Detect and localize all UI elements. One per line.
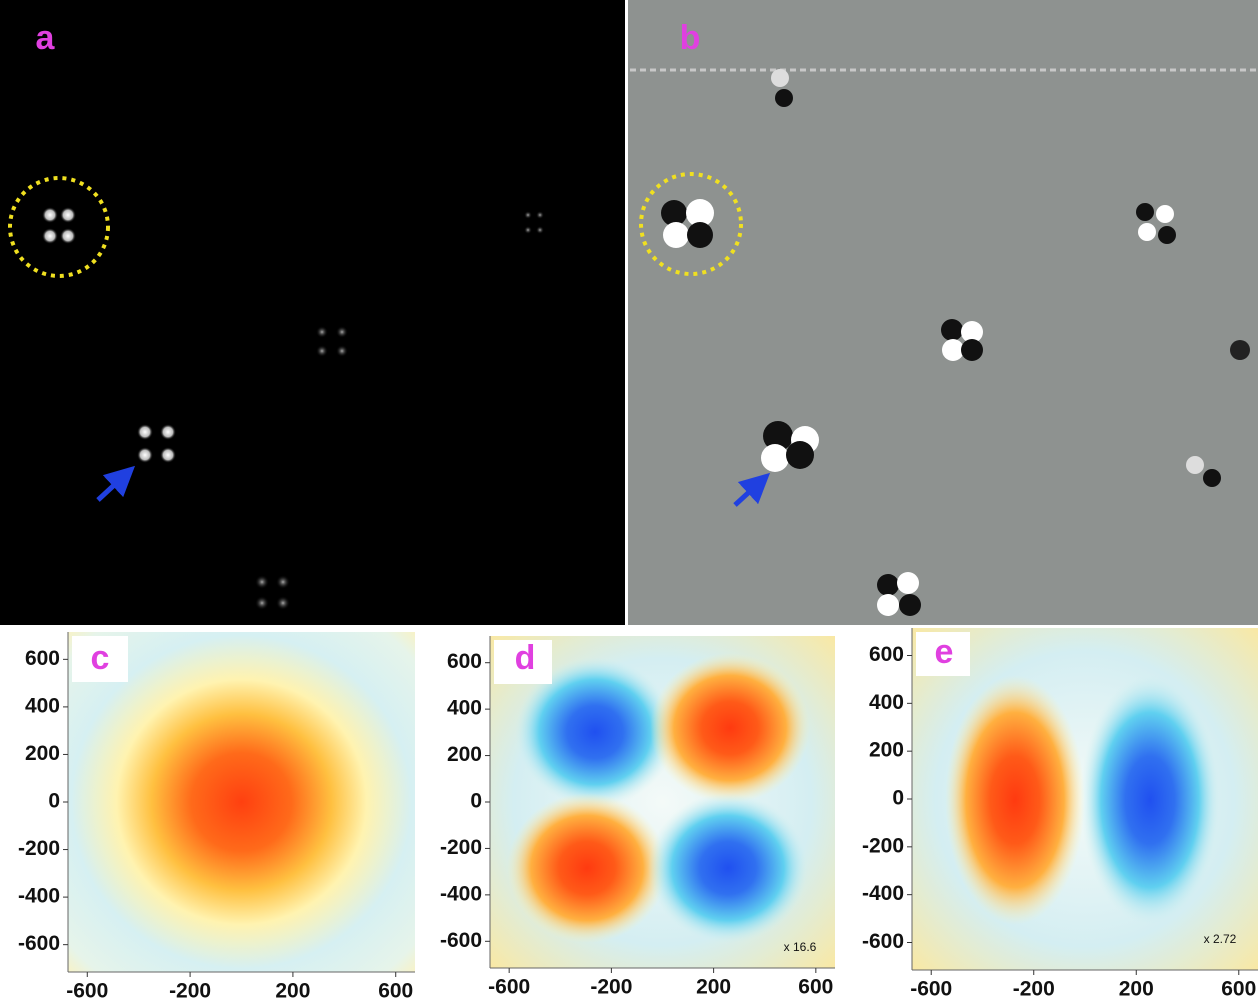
x-tick-label: 200	[1119, 978, 1154, 1001]
panel-b	[628, 0, 1258, 625]
y-tick-label: -200	[440, 836, 482, 859]
y-tick-label: 400	[869, 691, 904, 714]
panel-label: e	[935, 633, 954, 671]
label-box	[916, 632, 970, 676]
x-tick-label: -200	[169, 980, 211, 1003]
heatmap-e	[912, 628, 1258, 970]
heatmap-c	[68, 632, 415, 972]
panel-a	[0, 0, 625, 625]
x-tick-label: 200	[275, 980, 310, 1003]
panel-label: d	[515, 639, 536, 677]
y-tick-label: -600	[862, 930, 904, 953]
y-tick-label: -600	[440, 929, 482, 952]
x-tick-label: -600	[488, 976, 530, 999]
label-box	[494, 640, 552, 684]
y-tick-label: -600	[18, 932, 60, 955]
y-tick-label: -400	[862, 882, 904, 905]
x-tick-label: -600	[66, 980, 108, 1003]
x-tick-label: -600	[910, 978, 952, 1001]
y-tick-label: -200	[18, 837, 60, 860]
panel-label: a	[36, 19, 56, 57]
panel-label: b	[680, 19, 701, 57]
panel-label: c	[91, 639, 110, 677]
label-box	[72, 636, 128, 682]
y-tick-label: -400	[18, 885, 60, 908]
scale-note: x 16.6	[784, 940, 817, 954]
x-tick-label: 600	[798, 976, 833, 999]
y-tick-label: 200	[869, 739, 904, 762]
x-tick-label: -200	[1013, 978, 1055, 1001]
y-tick-label: 200	[25, 742, 60, 765]
y-tick-label: 0	[470, 790, 482, 813]
x-tick-label: -200	[590, 976, 632, 999]
y-tick-label: 600	[869, 643, 904, 666]
y-tick-label: -400	[440, 882, 482, 905]
y-tick-label: -200	[862, 834, 904, 857]
scale-note: x 2.72	[1204, 932, 1237, 946]
y-tick-label: 400	[447, 697, 482, 720]
y-tick-label: 400	[25, 694, 60, 717]
y-tick-label: 600	[25, 647, 60, 670]
y-tick-label: 600	[447, 650, 482, 673]
y-tick-label: 0	[892, 787, 904, 810]
x-tick-label: 600	[1221, 978, 1256, 1001]
x-tick-label: 200	[696, 976, 731, 999]
x-tick-label: 600	[378, 980, 413, 1003]
heatmap-d	[490, 636, 835, 968]
y-tick-label: 0	[48, 790, 60, 813]
y-tick-label: 200	[447, 743, 482, 766]
